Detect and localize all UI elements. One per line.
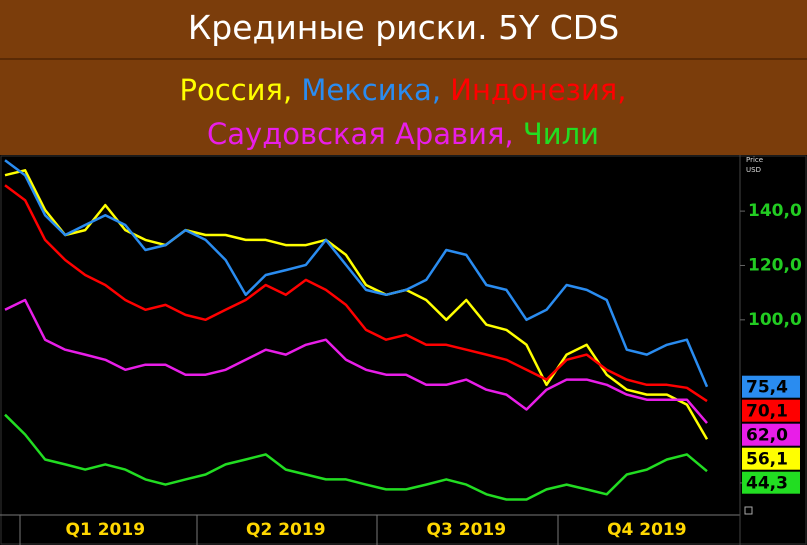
- x-tick-label: Q1 2019: [66, 520, 146, 540]
- legend-separator: ,: [282, 73, 293, 107]
- legend: Россия, Мексика, Индонезия, Саудовская А…: [143, 68, 663, 156]
- legend-label: Россия: [179, 73, 283, 107]
- x-tick-label: Q4 2019: [607, 520, 687, 540]
- chart-background: [0, 155, 807, 545]
- legend-label: Индонезия: [450, 73, 618, 107]
- x-tick-label: Q2 2019: [246, 520, 326, 540]
- value-label: 56,1: [746, 450, 788, 470]
- value-label-box: [742, 471, 800, 494]
- legend-separator: ,: [617, 73, 627, 107]
- chart-title: Крединые риски. 5Y CDS: [187, 8, 620, 47]
- value-label: 44,3: [746, 474, 788, 494]
- y-tick-label: 120,0: [748, 255, 802, 275]
- legend-item: Саудовская Аравия,: [207, 117, 514, 151]
- value-label-box: [742, 399, 800, 422]
- series-line: [4, 169, 709, 440]
- legend-label: Мексика: [301, 73, 432, 107]
- header: Крединые риски. 5Y CDS Россия, Мексика, …: [0, 0, 807, 155]
- legend-separator: ,: [504, 117, 514, 151]
- legend-item: Мексика,: [301, 73, 441, 107]
- value-label-box: [742, 423, 800, 446]
- y-axis-label: USD: [746, 166, 761, 174]
- chart-border: [0, 155, 807, 545]
- legend-label: Чили: [522, 117, 599, 151]
- legend-item: Россия,: [180, 73, 293, 107]
- value-label: 70,1: [746, 402, 788, 422]
- legend-item: Чили: [523, 117, 599, 151]
- series-line: [4, 413, 708, 501]
- value-label-box: [742, 375, 800, 398]
- value-label-box: [742, 447, 800, 470]
- value-label: 62,0: [746, 426, 788, 446]
- series-line: [4, 298, 708, 424]
- x-tick-label: Q3 2019: [427, 520, 507, 540]
- value-label: 75,4: [746, 378, 788, 398]
- y-axis-label: Price: [746, 156, 763, 164]
- corner-icon: [744, 506, 753, 515]
- y-tick-label: 100,0: [748, 310, 802, 330]
- legend-item: Индонезия,: [450, 73, 626, 107]
- legend-separator: ,: [431, 73, 442, 107]
- series-line: [4, 184, 708, 403]
- header-rule: [0, 58, 807, 60]
- series-line: [4, 159, 709, 388]
- legend-label: Саудовская Аравия: [207, 117, 505, 151]
- y-tick-label: 140,0: [748, 201, 802, 221]
